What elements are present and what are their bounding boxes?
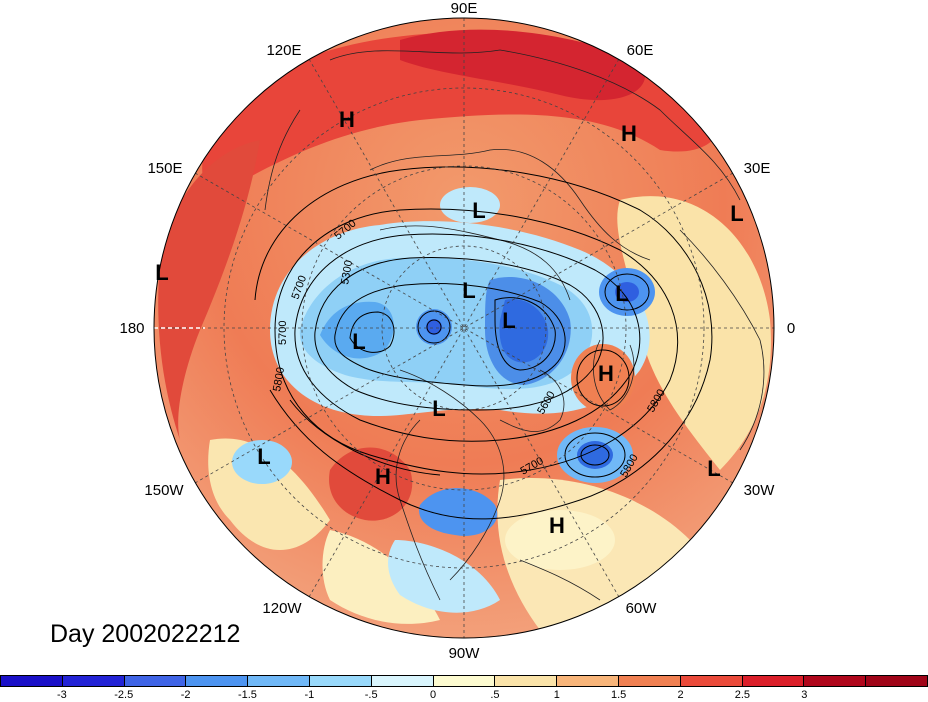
contour-label: 5300 (339, 259, 355, 285)
pressure-systems: H H L L L L L L H L L L H H L (155, 107, 743, 538)
colorbar-tick-label: -3 (56, 689, 67, 701)
colorbar-swatch (248, 676, 310, 686)
colorbar-tick-label: 1 (553, 689, 560, 701)
lon-label-60w: 60W (626, 600, 658, 617)
colorbar-tick-label: 0 (430, 689, 437, 701)
high-pressure-label: H (339, 107, 355, 132)
colorbar: -3 -2.5 -2 -1.5 -1 -.5 0 .5 1 1.5 2 2.5 3 (0, 675, 928, 702)
low-pressure-label: L (615, 281, 628, 306)
colorbar-tick-label: 1.5 (611, 689, 627, 701)
colorbar-tick-label: 2 (677, 689, 684, 701)
colorbar-tick-label: -2 (180, 689, 191, 701)
high-pressure-label: H (621, 121, 637, 146)
colorbar-swatch (371, 676, 434, 686)
low-pressure-label: L (502, 308, 515, 333)
high-pressure-label: H (549, 513, 565, 538)
lon-label-180: 180 (119, 320, 144, 337)
colorbar-swatch (804, 676, 867, 686)
high-pressure-label: H (375, 464, 391, 489)
lon-label-120e: 120E (266, 42, 301, 59)
colorbar-ticks: -3 -2.5 -2 -1.5 -1 -.5 0 .5 1 1.5 2 2.5 3 (0, 687, 928, 702)
colorbar-tick-label: 3 (801, 689, 808, 701)
colorbar-swatch (742, 676, 805, 686)
contour-label: 5800 (271, 366, 287, 392)
high-pressure-label: H (598, 361, 614, 386)
colorbar-swatch (680, 676, 743, 686)
colorbar-swatch (495, 676, 558, 686)
lon-label-150w: 150W (144, 482, 184, 499)
colorbar-swatch (1, 676, 63, 686)
low-pressure-label: L (707, 456, 720, 481)
lon-label-30e: 30E (744, 160, 771, 177)
longitude-labels: 90E 60E 30E 0 30W 60W 90W 120W 150W 180 … (119, 0, 795, 662)
low-pressure-label: L (352, 329, 365, 354)
lon-label-30w: 30W (744, 482, 776, 499)
colorbar-swatch (186, 676, 249, 686)
low-pressure-label: L (155, 260, 168, 285)
colorbar-tick-label: -2.5 (114, 689, 134, 701)
colorbar-swatch (62, 676, 125, 686)
colorbar-swatch (866, 676, 927, 686)
colorbar-tick-label: .5 (490, 689, 500, 701)
low-pressure-label: L (472, 198, 485, 223)
colorbar-swatch (618, 676, 681, 686)
lon-label-90w: 90W (449, 645, 481, 662)
contour-label: 5700 (277, 321, 289, 345)
low-pressure-label: L (257, 444, 270, 469)
anomaly-field (154, 18, 774, 638)
lon-label-90e: 90E (451, 0, 478, 17)
height-contours (254, 166, 713, 520)
map-boundary (153, 17, 775, 639)
low-pressure-label: L (432, 396, 445, 421)
colorbar-tick-label: 2.5 (734, 689, 751, 701)
date-label: Day 2002022212 (50, 620, 241, 648)
colorbar-swatch (557, 676, 619, 686)
low-pressure-label: L (462, 278, 475, 303)
graticule (154, 18, 774, 638)
low-pressure-label: L (730, 201, 743, 226)
colorbar-swatch (433, 676, 496, 686)
colorbar-tick-label: -1.5 (237, 689, 257, 701)
lon-label-120w: 120W (262, 600, 302, 617)
colorbar-tick-label: -1 (304, 689, 315, 701)
colorbar-tick-label: -.5 (364, 689, 378, 701)
colorbar-swatches (0, 675, 928, 687)
colorbar-swatch (124, 676, 187, 686)
lon-label-60e: 60E (627, 42, 654, 59)
lon-label-0: 0 (787, 320, 795, 337)
colorbar-swatch (309, 676, 372, 686)
lon-label-150e: 150E (147, 160, 182, 177)
